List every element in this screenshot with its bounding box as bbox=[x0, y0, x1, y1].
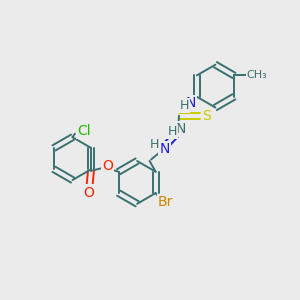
Text: Cl: Cl bbox=[77, 124, 91, 138]
Text: N: N bbox=[176, 122, 186, 136]
Text: N: N bbox=[186, 96, 196, 110]
Text: Br: Br bbox=[158, 195, 173, 209]
Text: O: O bbox=[102, 159, 113, 173]
Text: H: H bbox=[167, 125, 177, 138]
Text: N: N bbox=[159, 142, 170, 156]
Text: H: H bbox=[150, 138, 159, 151]
Text: H: H bbox=[179, 99, 189, 112]
Text: O: O bbox=[83, 185, 94, 200]
Text: S: S bbox=[202, 109, 211, 123]
Text: CH₃: CH₃ bbox=[246, 70, 267, 80]
